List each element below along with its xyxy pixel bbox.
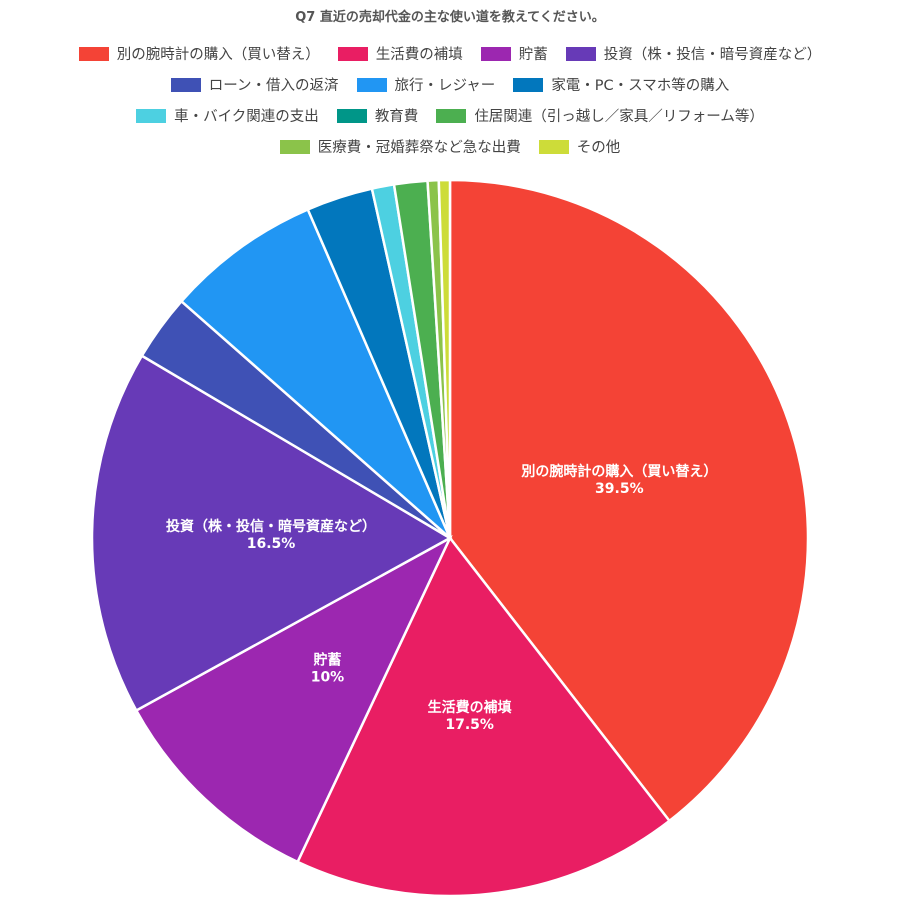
legend-swatch <box>538 139 569 154</box>
legend-row: 車・バイク関連の支出 教育費 住居関連（引っ越し／家具／リフォーム等） <box>0 100 900 131</box>
legend-item[interactable]: ローン・借入の返済 <box>170 74 339 95</box>
legend-swatch <box>565 46 596 61</box>
slice-label: 貯蓄 <box>313 651 341 668</box>
legend-item[interactable]: 医療費・冠婚葬祭など急な出費 <box>279 136 521 157</box>
legend-item[interactable]: 教育費 <box>336 105 419 126</box>
pie-slice[interactable] <box>295 535 672 898</box>
legend-label: 旅行・レジャー <box>394 78 496 94</box>
legend-swatch <box>337 46 368 61</box>
legend-swatch <box>513 77 544 92</box>
slice-label: 投資（株・投信・暗号資産など） <box>166 518 376 535</box>
legend-label: 住居関連（引っ越し／家具／リフォーム等） <box>474 109 764 125</box>
legend-swatch <box>436 108 467 123</box>
legend-row: 別の腕時計の購入（買い替え） 生活費の補填 貯蓄 投資（株・投信・暗号資産など） <box>0 38 900 69</box>
legend-item[interactable]: 住居関連（引っ越し／家具／リフォーム等） <box>436 105 764 126</box>
legend-label: 生活費の補填 <box>375 47 463 63</box>
legend-label: 投資（株・投信・暗号資産など） <box>603 47 822 63</box>
legend-swatch <box>170 77 201 92</box>
slice-label: 生活費の補填 <box>428 699 512 716</box>
chart-legend: 別の腕時計の購入（買い替え） 生活費の補填 貯蓄 投資（株・投信・暗号資産など） ローン… <box>0 38 900 162</box>
slice-value-label: 17.5% <box>445 717 494 733</box>
legend-swatch <box>336 108 367 123</box>
pie-slice[interactable] <box>448 178 810 823</box>
legend-item[interactable]: 家電・PC・スマホ等の購入 <box>513 74 729 95</box>
legend-swatch <box>136 108 167 123</box>
legend-swatch <box>279 139 310 154</box>
slice-value-label: 16.5% <box>247 536 296 552</box>
legend-swatch <box>78 46 109 61</box>
chart-title: Q7 直近の売却代金の主な使い道を教えてください。 <box>295 10 605 25</box>
legend-row: ローン・借入の返済 旅行・レジャー 家電・PC・スマホ等の購入 <box>0 69 900 100</box>
legend-swatch <box>480 46 511 61</box>
legend-label: 教育費 <box>374 109 419 125</box>
pie-slice[interactable] <box>179 207 452 539</box>
legend-label: その他 <box>576 140 621 156</box>
legend-item[interactable]: 貯蓄 <box>480 43 548 64</box>
legend-item[interactable]: 投資（株・投信・暗号資産など） <box>565 43 822 64</box>
legend-item[interactable]: 生活費の補填 <box>337 43 463 64</box>
pie-slice[interactable] <box>437 178 452 539</box>
legend-label: 医療費・冠婚葬祭など急な出費 <box>317 140 521 156</box>
slice-label: 別の腕時計の購入（買い替え） <box>520 463 717 480</box>
legend-row: 医療費・冠婚葬祭など急な出費 その他 <box>0 131 900 162</box>
legend-item[interactable]: 旅行・レジャー <box>356 74 496 95</box>
legend-item[interactable]: その他 <box>538 136 621 157</box>
legend-label: 車・バイク関連の支出 <box>174 109 319 125</box>
legend-label: 別の腕時計の購入（買い替え） <box>116 47 320 63</box>
slice-value-label: 10% <box>311 669 345 685</box>
pie-slice[interactable] <box>90 354 453 713</box>
slice-value-label: 39.5% <box>595 481 644 497</box>
legend-label: ローン・借入の返済 <box>208 78 339 94</box>
legend-label: 貯蓄 <box>518 47 548 63</box>
legend-label: 家電・PC・スマホ等の購入 <box>551 78 730 94</box>
legend-item[interactable]: 車・バイク関連の支出 <box>136 105 319 126</box>
legend-item[interactable]: 別の腕時計の購入（買い替え） <box>78 43 320 64</box>
pie-slice[interactable] <box>134 535 453 864</box>
legend-swatch <box>356 77 387 92</box>
